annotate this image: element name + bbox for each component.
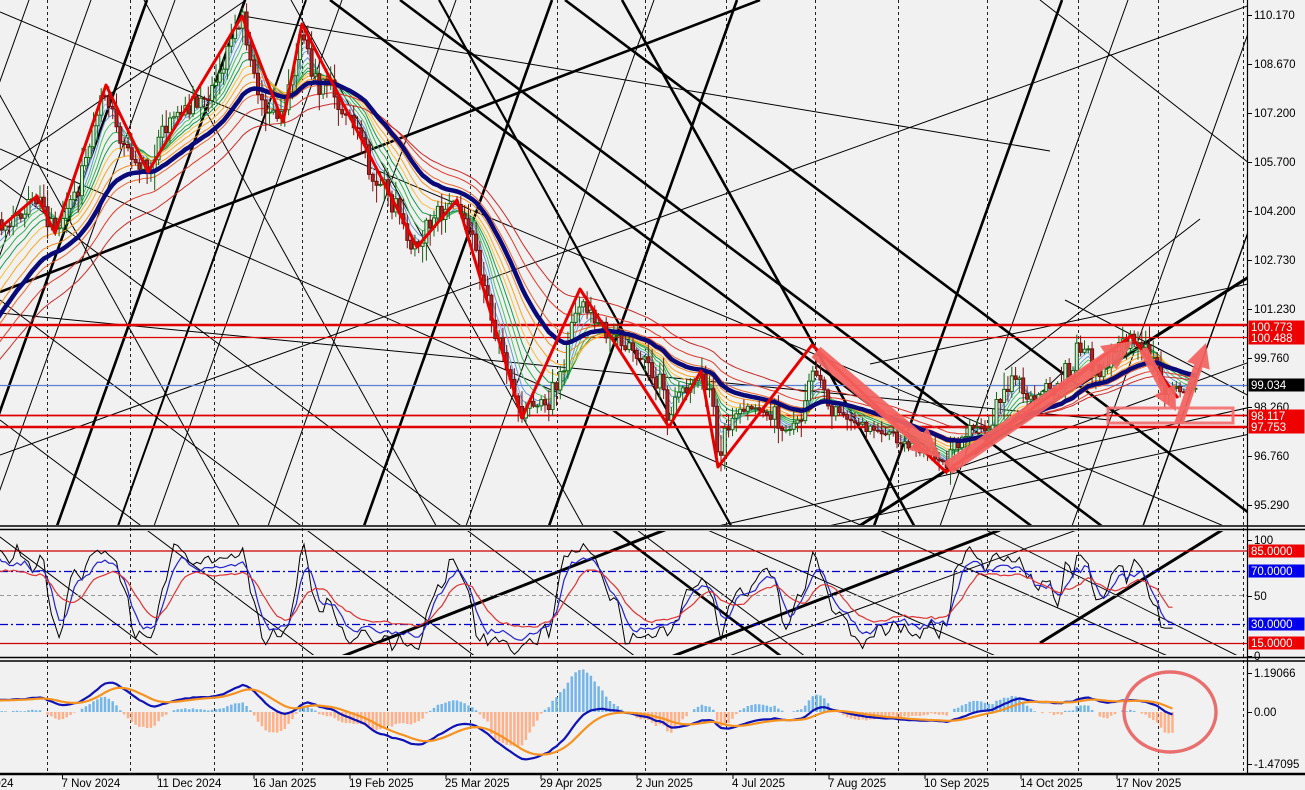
- svg-text:16 Jan 2025: 16 Jan 2025: [253, 778, 316, 790]
- svg-text:105.700: 105.700: [1254, 157, 1296, 169]
- svg-text:100.773: 100.773: [1251, 322, 1293, 334]
- svg-text:101.230: 101.230: [1254, 304, 1296, 316]
- svg-text:108.670: 108.670: [1254, 59, 1296, 71]
- svg-text:10 Sep 2025: 10 Sep 2025: [924, 778, 989, 790]
- svg-text:96.760: 96.760: [1254, 451, 1289, 463]
- svg-text:7 Nov 2024: 7 Nov 2024: [62, 778, 121, 790]
- svg-text:95.290: 95.290: [1254, 500, 1289, 512]
- svg-text:104.200: 104.200: [1254, 206, 1296, 218]
- svg-text:50: 50: [1254, 591, 1267, 603]
- svg-text:99.034: 99.034: [1251, 380, 1287, 392]
- svg-text:25 Mar 2025: 25 Mar 2025: [445, 778, 510, 790]
- svg-text:85.0000: 85.0000: [1251, 546, 1293, 558]
- svg-text:0.00: 0.00: [1254, 707, 1276, 719]
- svg-text:-1.47095: -1.47095: [1254, 759, 1299, 771]
- svg-text:102.730: 102.730: [1254, 255, 1296, 267]
- svg-text:11 Dec 2024: 11 Dec 2024: [157, 778, 222, 790]
- svg-text:19 Feb 2025: 19 Feb 2025: [349, 778, 414, 790]
- svg-text:7 Aug 2025: 7 Aug 2025: [828, 778, 886, 790]
- svg-text:100.488: 100.488: [1251, 333, 1293, 345]
- svg-text:14 Oct 2025: 14 Oct 2025: [1020, 778, 1083, 790]
- svg-text:30.0000: 30.0000: [1251, 619, 1293, 631]
- svg-text:97.753: 97.753: [1251, 422, 1286, 434]
- svg-text:98.117: 98.117: [1251, 411, 1285, 423]
- svg-text:110.170: 110.170: [1254, 10, 1295, 22]
- svg-text:17 Nov 2025: 17 Nov 2025: [1116, 778, 1181, 790]
- svg-text:70.0000: 70.0000: [1251, 566, 1293, 578]
- svg-text:99.760: 99.760: [1254, 353, 1289, 365]
- svg-text:2 Jun 2025: 2 Jun 2025: [636, 778, 693, 790]
- svg-text:2024: 2024: [0, 778, 14, 790]
- svg-text:15.0000: 15.0000: [1251, 638, 1293, 650]
- svg-text:4 Jul 2025: 4 Jul 2025: [732, 778, 785, 790]
- svg-text:29 Apr 2025: 29 Apr 2025: [540, 778, 602, 790]
- svg-text:1.19066: 1.19066: [1254, 668, 1296, 680]
- svg-text:0: 0: [1254, 651, 1260, 663]
- svg-text:100: 100: [1254, 535, 1273, 547]
- svg-text:107.200: 107.200: [1254, 108, 1296, 120]
